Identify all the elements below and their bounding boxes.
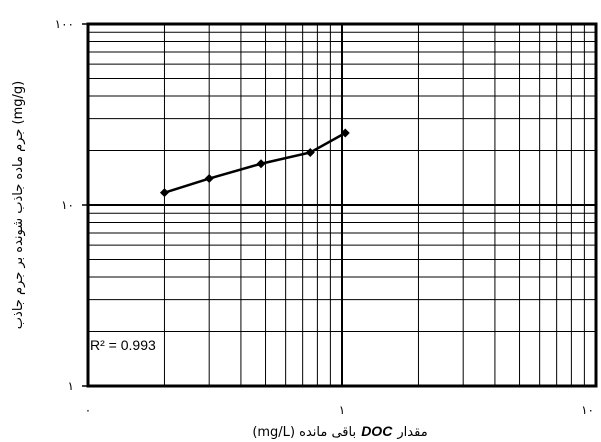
series-line <box>164 131 346 194</box>
series-group <box>159 128 350 198</box>
data-point-marker <box>340 128 350 138</box>
y-axis-label: جرم ماده جاذب شونده بر جرم جاذب (mg/g) <box>11 81 26 329</box>
x-tick-label: ۰ <box>85 403 91 417</box>
y-tick-label: ۱۰۰ <box>55 17 74 31</box>
data-point-marker <box>204 174 214 184</box>
x-axis-label-emph: DOC <box>361 423 393 439</box>
x-tick-label: ۱ <box>339 403 345 417</box>
data-point-marker <box>305 148 315 158</box>
data-point-marker <box>256 159 266 169</box>
y-tick-label: ۱ <box>68 379 74 393</box>
y-tick-label: ۱۰ <box>61 198 74 212</box>
x-tick-label: ۱۰ <box>581 403 594 417</box>
plot-area-frame <box>86 22 598 388</box>
x-axis-label-suffix: باقی مانده (mg/L) <box>252 425 356 440</box>
data-point-marker <box>159 188 169 198</box>
x-tick-labels: ۰ ۱ ۱۰ <box>85 403 594 417</box>
y-tick-labels: ۱ ۱۰ ۱۰۰ <box>55 17 74 393</box>
r-squared-annotation: R² = 0.993 <box>90 337 156 353</box>
x-axis-label: مقدار DOC باقی مانده (mg/L) <box>252 421 427 440</box>
grid-lines <box>82 23 596 387</box>
x-axis-label-prefix: مقدار <box>396 425 427 440</box>
